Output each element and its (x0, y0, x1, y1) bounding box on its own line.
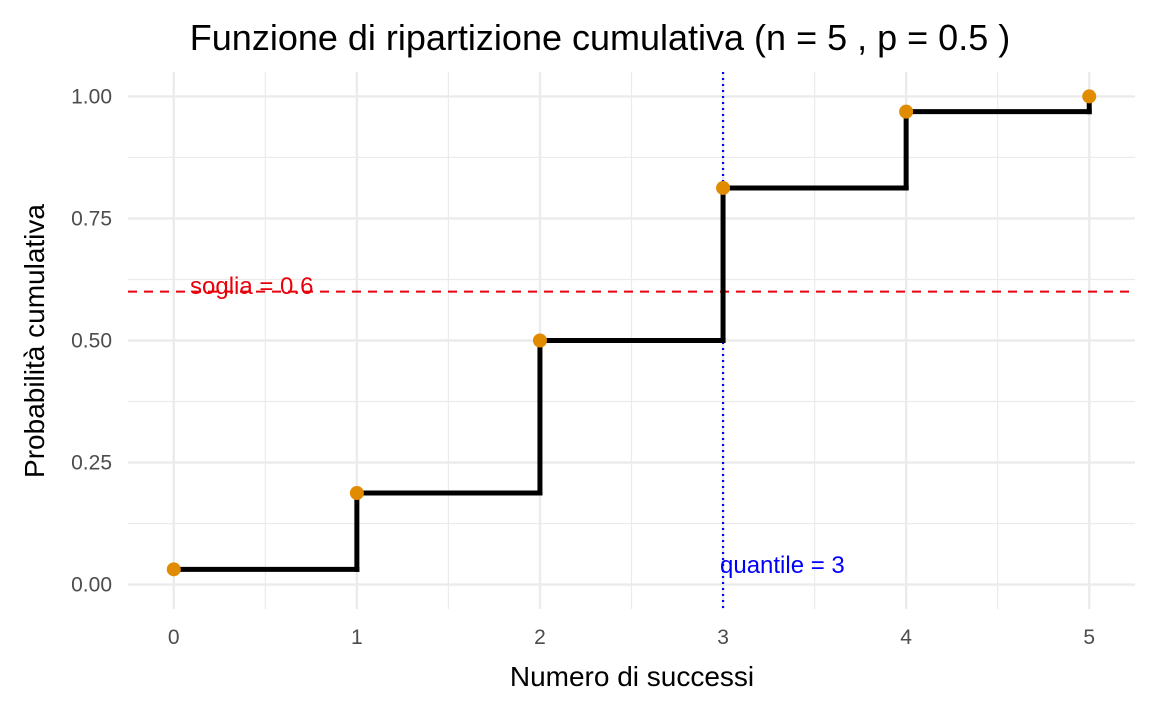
x-tick-label: 1 (351, 626, 363, 649)
data-point (166, 562, 181, 577)
step-line-group (171, 93, 1092, 572)
y-tick-label: 0.75 (71, 207, 112, 230)
y-tick-label: 0.50 (71, 330, 112, 353)
data-point (899, 104, 914, 119)
data-point (716, 180, 731, 195)
x-tick-label: 0 (168, 626, 180, 649)
y-tick-label: 1.00 (71, 85, 112, 108)
data-point (349, 486, 364, 501)
x-tick-label: 5 (1083, 626, 1095, 649)
chart-title: Funzione di ripartizione cumulativa (n =… (190, 17, 1010, 58)
y-axis-title: Probabilità cumulativa (19, 204, 50, 478)
threshold-label: soglia = 0.6 (190, 273, 313, 300)
y-tick-labels: 0.00 0.25 0.50 0.75 1.00 (71, 85, 112, 596)
data-point (532, 333, 547, 348)
x-tick-label: 4 (900, 626, 912, 649)
x-axis-title: Numero di successi (510, 661, 754, 692)
y-tick-label: 0.25 (71, 452, 112, 475)
y-tick-label: 0.00 (71, 574, 112, 597)
x-tick-label: 3 (717, 626, 729, 649)
x-tick-label: 2 (534, 626, 546, 649)
x-tick-labels: 0 1 2 3 4 5 (168, 626, 1095, 649)
data-point (1082, 89, 1097, 104)
quantile-label: quantile = 3 (720, 552, 845, 579)
data-points-group (166, 89, 1097, 577)
